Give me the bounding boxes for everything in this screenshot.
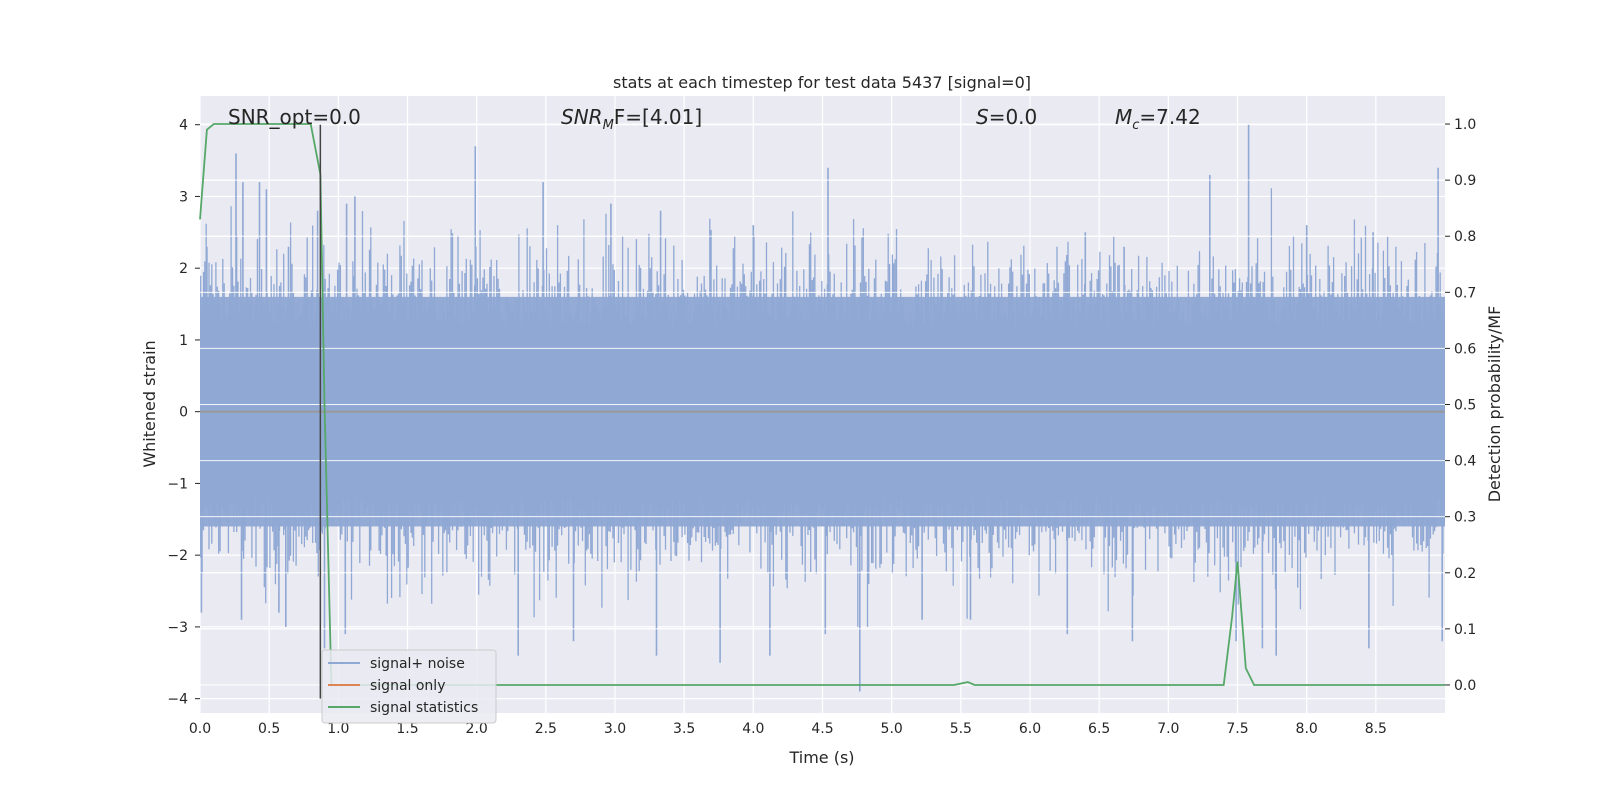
y-tick-label: 3 xyxy=(179,189,188,205)
y2-tick-label: 0.3 xyxy=(1454,510,1476,526)
annotation-snr-mf-name: SNR xyxy=(561,105,603,129)
x-tick-label: 7.0 xyxy=(1157,721,1179,737)
x-tick-label: 4.0 xyxy=(742,721,764,737)
annotation-mc-name: M xyxy=(1115,105,1132,129)
y2-tick-label: 0.8 xyxy=(1454,229,1476,245)
noise-peaks xyxy=(200,124,1443,692)
annotation-s: S=0.0 xyxy=(976,105,1037,129)
y-tick-label: 0 xyxy=(179,405,188,421)
annotation-snr-mf: SNRMF=[4.01] xyxy=(561,105,702,133)
annotation-mc-value: =7.42 xyxy=(1139,105,1200,129)
annotation-snr-opt: SNR_opt=0.0 xyxy=(228,105,361,129)
y-tick-label: −3 xyxy=(167,620,188,636)
y2-tick-label: 1.0 xyxy=(1454,117,1476,133)
y-tick-label: −4 xyxy=(167,692,188,708)
y2-tick-label: 0.9 xyxy=(1454,173,1476,189)
x-tick-label: 0.5 xyxy=(258,721,280,737)
legend: signal+ noise signal only signal statist… xyxy=(321,649,497,724)
x-tick-label: 0.0 xyxy=(189,721,211,737)
x-tick-label: 1.0 xyxy=(327,721,349,737)
x-tick-label: 2.5 xyxy=(535,721,557,737)
x-tick-label: 2.0 xyxy=(466,721,488,737)
legend-label-signal-statistics: signal statistics xyxy=(370,700,478,716)
annotation-mc-sub: c xyxy=(1132,118,1139,133)
y-tick-label: −1 xyxy=(167,476,188,492)
x-tick-label: 7.5 xyxy=(1226,721,1248,737)
annotation-snr-mf-sub: M xyxy=(603,118,614,133)
legend-label-signal-noise: signal+ noise xyxy=(370,656,465,672)
y-tick-label: 1 xyxy=(179,333,188,349)
y2-axis-label: Detection probability/MF xyxy=(1485,306,1504,503)
annotations: SNR_opt=0.0 SNRMF=[4.01] S=0.0 Mc=7.42 xyxy=(228,105,1201,133)
y2-tick-label: 0.2 xyxy=(1454,566,1476,582)
legend-box xyxy=(321,649,497,724)
x-tick-label: 8.5 xyxy=(1365,721,1387,737)
x-tick-label: 3.0 xyxy=(604,721,626,737)
annotation-s-value: =0.0 xyxy=(989,105,1038,129)
x-tick-label: 5.5 xyxy=(950,721,972,737)
x-tick-label: 8.0 xyxy=(1296,721,1318,737)
annotation-s-name: S xyxy=(976,105,989,129)
y2-tick-label: 0.0 xyxy=(1454,678,1476,694)
y2-tick-label: 0.7 xyxy=(1454,285,1476,301)
y2-tick-label: 0.5 xyxy=(1454,398,1476,414)
y2-tick-label: 0.6 xyxy=(1454,341,1476,357)
y-tick-label: 2 xyxy=(179,261,188,277)
chart-title: stats at each timestep for test data 543… xyxy=(613,73,1031,92)
y-tick-label: −2 xyxy=(167,548,188,564)
annotation-mc: Mc=7.42 xyxy=(1115,105,1201,133)
x-tick-label: 6.5 xyxy=(1088,721,1110,737)
x-axis-label: Time (s) xyxy=(788,748,854,767)
legend-label-signal-only: signal only xyxy=(370,678,445,694)
annotation-snr-mf-rest: F=[4.01] xyxy=(614,105,702,129)
y-tick-label: 4 xyxy=(179,118,188,134)
x-tick-label: 6.0 xyxy=(1019,721,1041,737)
series-signal-statistics xyxy=(199,123,1445,686)
signal-statistics-line xyxy=(199,123,1445,686)
x-tick-label: 5.0 xyxy=(881,721,903,737)
x-tick-label: 1.5 xyxy=(396,721,418,737)
y2-tick-label: 0.4 xyxy=(1454,454,1476,470)
x-tick-label: 4.5 xyxy=(811,721,833,737)
tick-labels: 0.0 0.5 1.0 1.5 2.0 2.5 3.0 3.5 4.0 4.5 5.0 5.5 6.0 6… xyxy=(167,117,1476,737)
x-tick-label: 3.5 xyxy=(673,721,695,737)
y-axis-label: Whitened strain xyxy=(140,340,159,467)
y2-tick-label: 0.1 xyxy=(1454,622,1476,638)
